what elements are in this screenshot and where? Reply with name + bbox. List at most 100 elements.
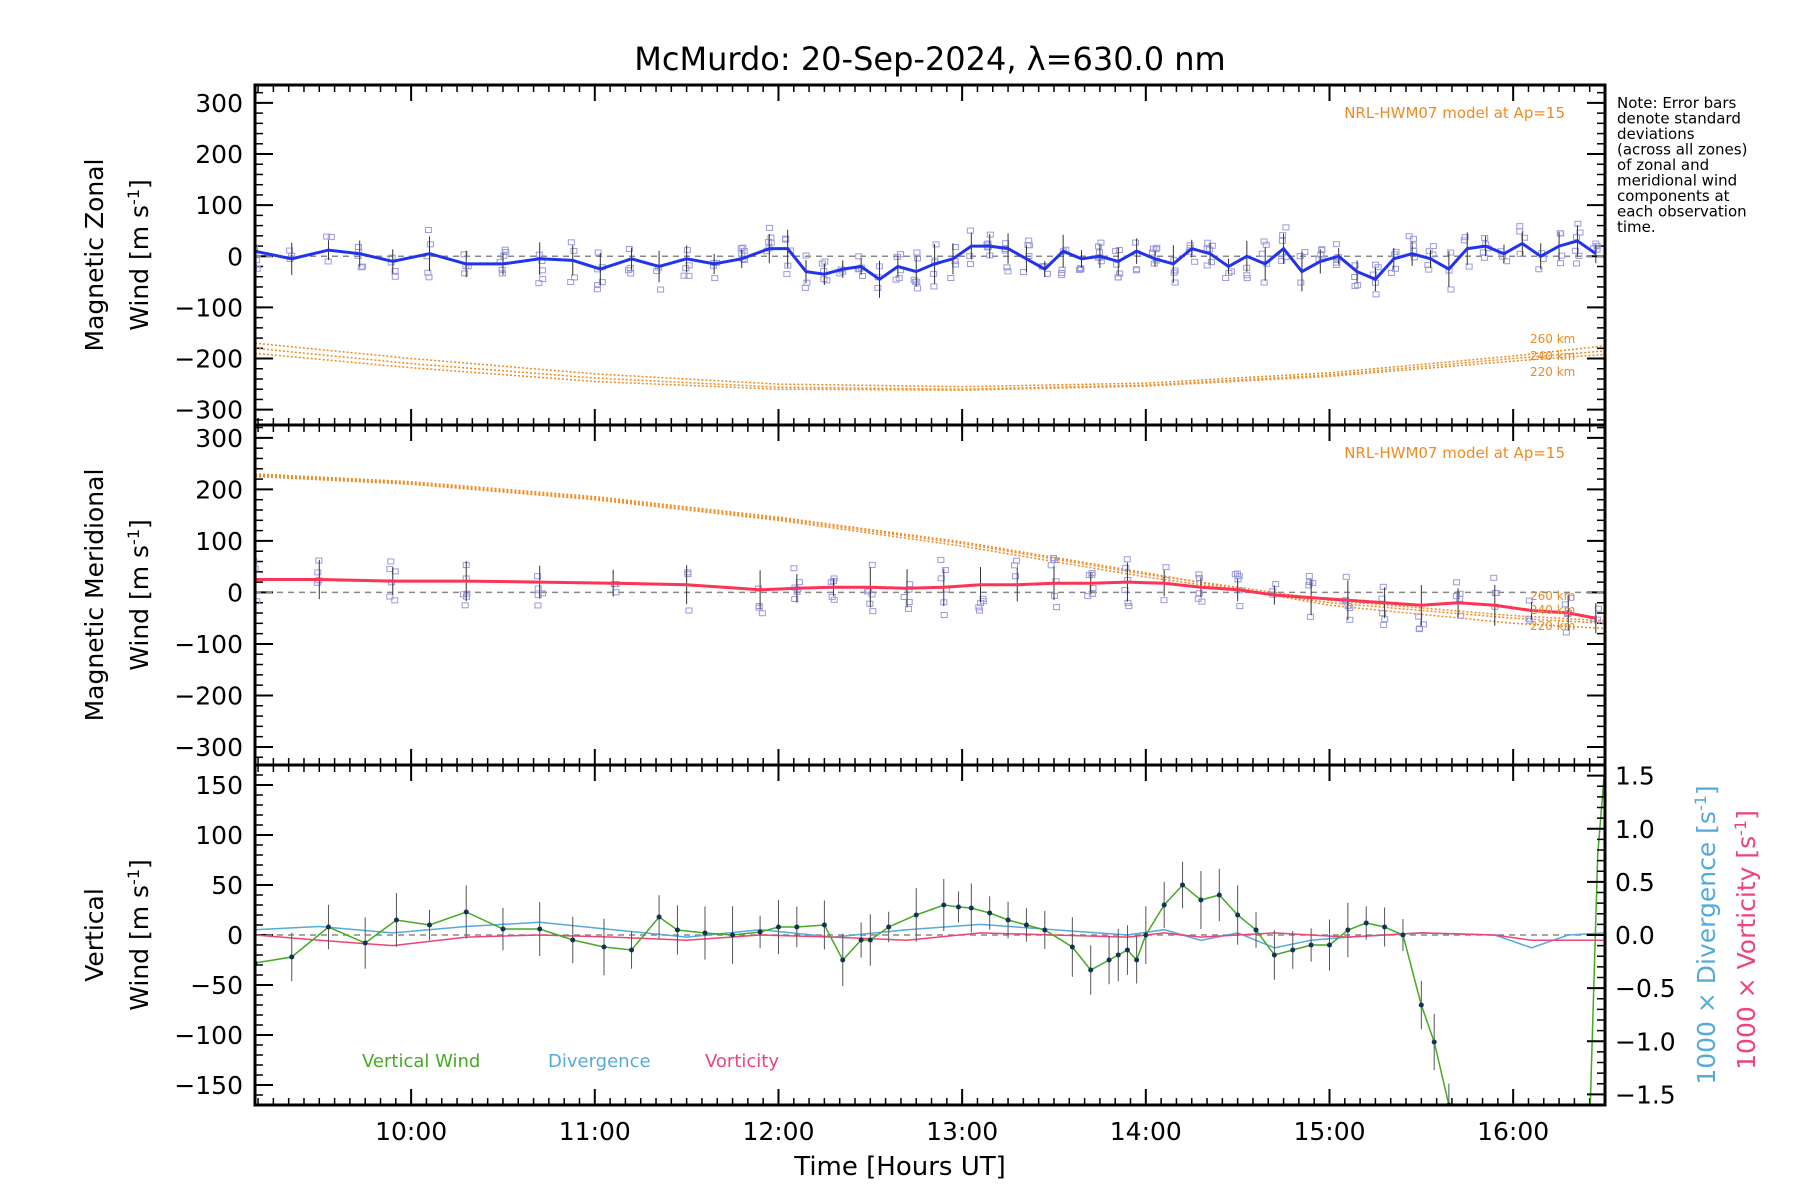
zone-sample <box>498 270 506 277</box>
zone-sample <box>1012 557 1020 564</box>
zone-sample <box>1088 590 1096 597</box>
zone-sample <box>1043 270 1051 277</box>
model-alt-label: 220 km <box>1530 619 1575 633</box>
model-alt-label: 260 km <box>1530 589 1575 603</box>
zone-sample <box>1051 592 1059 599</box>
legend-item: Divergence <box>548 1051 651 1072</box>
vertical-wind-point <box>1345 927 1351 933</box>
zone-sample <box>1133 266 1141 273</box>
zone-sample <box>1019 269 1027 276</box>
zone-sample <box>627 270 635 277</box>
x-tick-label: 12:00 <box>742 1117 814 1146</box>
model-alt-label: 260 km <box>1530 332 1575 346</box>
zone-sample <box>975 604 983 611</box>
zone-sample <box>1116 270 1124 277</box>
zone-sample <box>906 581 914 588</box>
zone-sample <box>976 607 984 614</box>
zone-sample <box>594 249 602 256</box>
zone-sample <box>1089 585 1097 592</box>
zone-sample <box>1392 248 1400 255</box>
y-tick-label: −50 <box>190 971 243 1000</box>
zone-sample <box>790 565 798 572</box>
vertical-wind-point <box>1198 897 1204 903</box>
zone-sample <box>1415 625 1423 632</box>
zone-sample <box>391 267 399 274</box>
zone-sample <box>461 602 469 609</box>
zone-sample <box>1492 590 1500 597</box>
legend-item: Vertical Wind <box>362 1051 480 1072</box>
model-curve-220-km <box>255 352 1605 391</box>
y-right-tick-label: 1.0 <box>1615 815 1655 844</box>
zone-sample <box>1125 603 1133 610</box>
zone-sample <box>534 602 542 609</box>
zone-sample <box>893 253 901 260</box>
x-tick-label: 15:00 <box>1293 1117 1365 1146</box>
zone-sample <box>1195 574 1203 581</box>
zone-sample <box>425 274 433 281</box>
zone-sample <box>500 252 508 259</box>
zone-sample <box>1351 273 1359 280</box>
zone-sample <box>913 249 921 256</box>
chart-title: McMurdo: 20-Sep-2024, λ=630.0 nm <box>634 40 1225 78</box>
zone-sample <box>1575 252 1583 259</box>
zone-sample <box>1204 239 1212 246</box>
y-tick-label: 200 <box>195 475 243 504</box>
y-tick-label: −100 <box>174 293 243 322</box>
zone-sample <box>1465 263 1473 270</box>
y-tick-label: 300 <box>195 424 243 453</box>
zone-sample <box>1003 264 1011 271</box>
y-tick-label: −100 <box>174 630 243 659</box>
zone-sample <box>1207 259 1215 266</box>
zone-sample <box>782 235 790 242</box>
zone-sample <box>986 231 994 238</box>
vertical-wind-point <box>794 924 800 930</box>
y-tick-label: 0 <box>227 921 243 950</box>
zone-sample <box>1346 616 1354 623</box>
zone-sample <box>391 273 399 280</box>
zone-sample <box>424 227 432 234</box>
vertical-wind-point <box>1400 932 1406 938</box>
zone-sample <box>1516 250 1524 257</box>
zone-sample <box>1272 581 1280 588</box>
zone-sample <box>1115 247 1123 254</box>
zone-sample <box>255 244 258 251</box>
zone-sample <box>1262 241 1270 248</box>
zone-sample <box>387 558 395 565</box>
vertical-wind-point <box>289 954 295 960</box>
zone-sample <box>1123 556 1131 563</box>
zone-sample <box>1306 613 1314 620</box>
y-axis-label-line2: Wind [m s-1] <box>124 179 155 331</box>
vertical-wind-point <box>629 947 635 953</box>
zone-sample <box>1296 253 1304 260</box>
zone-sample <box>1094 243 1102 250</box>
zone-sample <box>913 278 921 285</box>
zone-sample <box>1525 597 1533 604</box>
zone-sample <box>534 573 542 580</box>
zone-sample <box>538 590 546 597</box>
y-right-tick-label: 0.0 <box>1615 921 1655 950</box>
note-line: time. <box>1617 218 1656 236</box>
zone-sample <box>357 264 365 271</box>
zone-sample <box>1490 574 1498 581</box>
zone-sample <box>900 593 908 600</box>
x-tick-label: 10:00 <box>375 1117 447 1146</box>
zone-sample <box>1346 605 1354 612</box>
zone-sample <box>1593 616 1601 623</box>
zone-sample <box>1191 258 1199 265</box>
vertical-wind-point <box>1005 917 1011 923</box>
zone-sample <box>1195 590 1203 597</box>
y-tick-label: 100 <box>195 821 243 850</box>
zone-sample <box>498 266 506 273</box>
note-line: each observation <box>1617 203 1747 221</box>
zone-sample <box>1122 564 1130 571</box>
vertical-wind-point <box>1271 952 1277 958</box>
vertical-wind-point <box>1418 1002 1424 1008</box>
zone-sample <box>1461 234 1469 241</box>
panel-frame <box>253 423 1607 767</box>
zone-sample <box>1002 240 1010 247</box>
zone-sample <box>895 275 903 282</box>
zone-sample <box>1149 249 1157 256</box>
vertical-wind-point <box>500 926 506 932</box>
zone-sample <box>1231 571 1239 578</box>
model-alt-label: 220 km <box>1530 365 1575 379</box>
